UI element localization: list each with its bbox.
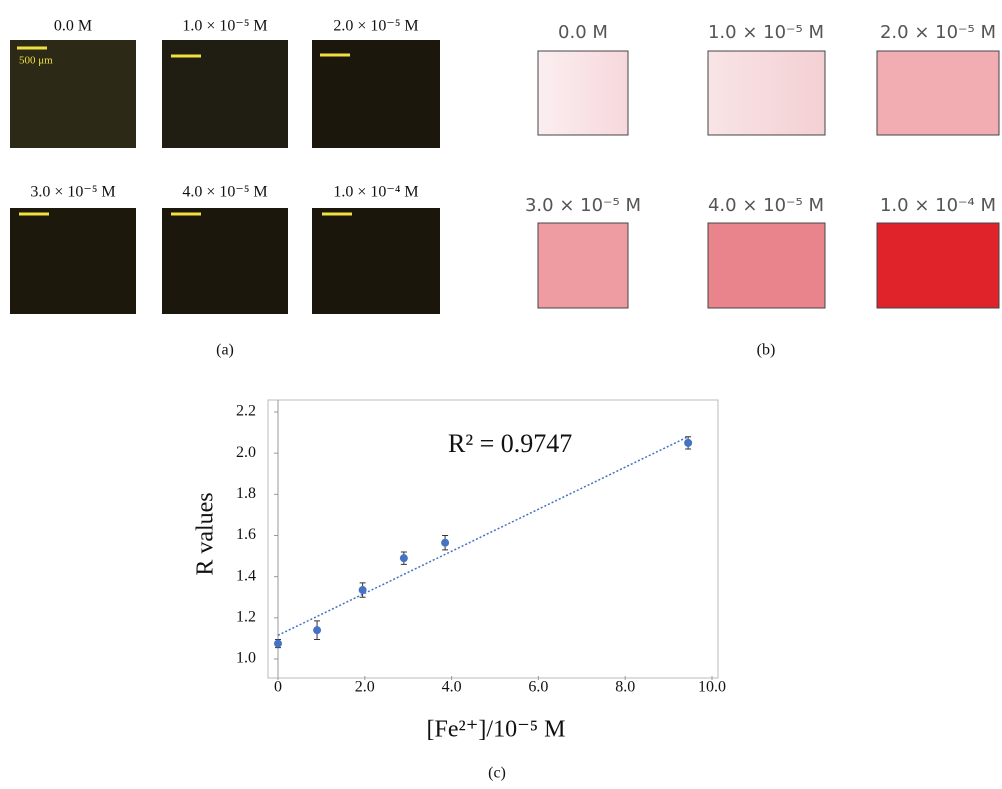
panel-label: 2.0 × 10⁻⁵ M [880,22,996,43]
x-tick-label: 0 [274,679,282,696]
x-tick-label: 10.0 [698,679,726,696]
swatch [876,222,1000,309]
micrograph [162,40,288,148]
trendline [277,436,689,637]
caption: (b) [757,342,776,359]
caption: (c) [488,765,506,782]
panel-label: 4.0 × 10⁻⁵ M [182,184,267,201]
y-tick-label: 2.2 [236,403,256,420]
panel-label: 3.0 × 10⁻⁵ M [525,195,641,216]
panel-a: 500 μm 0.0 M 1.0 × 10⁻⁵ M 2.0 × 10⁻⁵ M 3… [10,18,440,359]
micrograph [162,208,288,314]
point [358,586,367,595]
annotation: R² = 0.9747 [448,429,572,458]
panel-label: 0.0 M [558,22,608,43]
point [274,639,282,648]
y-tick-label: 1.4 [236,567,256,584]
point [313,626,322,635]
x-tick-label: 2.0 [355,679,375,696]
point [684,438,693,447]
panel-label: 2.0 × 10⁻⁵ M [333,18,418,35]
micrograph [312,40,440,148]
panel-label: 1.0 × 10⁻⁴ M [333,184,418,201]
y-tick-label: 2.0 [236,444,256,461]
panel-b: 0.0 M 1.0 × 10⁻⁵ M 2.0 × 10⁻⁵ M 3.0 × 10… [525,22,1000,359]
y-tick-label: 1.6 [236,526,256,543]
panel-label: 3.0 × 10⁻⁵ M [30,184,115,201]
swatch [537,222,629,309]
micrograph [312,208,440,314]
swatch [876,50,1000,136]
panel-label: 4.0 × 10⁻⁵ M [708,195,824,216]
panel-label: 0.0 M [54,18,92,35]
panel-label: 1.0 × 10⁻⁵ M [708,22,824,43]
plot-frame [267,399,719,679]
caption: (a) [216,342,234,359]
point [399,554,408,563]
x-tick-label: 4.0 [442,679,462,696]
x-axis-label: [Fe²⁺]/10⁻⁵ M [427,717,566,743]
panel-label: 1.0 × 10⁻⁴ M [880,195,996,216]
y-tick-label: 1.0 [236,650,256,667]
panel-label: 1.0 × 10⁻⁵ M [182,18,267,35]
scale-bars [17,46,352,216]
x-tick-label: 8.0 [615,679,635,696]
micrograph [10,40,136,148]
y-tick-label: 1.2 [236,609,256,626]
scale-bar-label: 500 μm [19,55,53,67]
y-tick-label: 1.8 [236,485,256,502]
point [441,538,450,547]
y-axis-label: R values [193,492,219,575]
x-tick-label: 6.0 [528,679,548,696]
micrograph [10,208,136,314]
chart: R² = 0.9747 R values [Fe²⁺]/10⁻⁵ M (c) 1… [193,399,726,782]
swatch [707,50,826,136]
swatch [537,50,629,136]
swatch [707,222,826,309]
